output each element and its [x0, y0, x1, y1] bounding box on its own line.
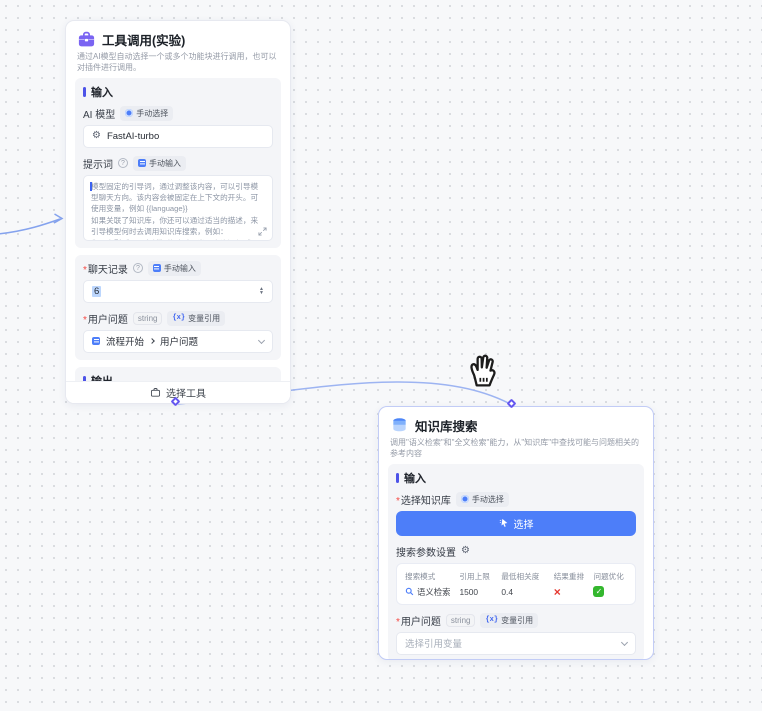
select-kb-label: 选择知识库 — [396, 492, 451, 507]
text-caret — [90, 181, 92, 191]
search-params-value-row: 语义检索 1500 0.4 × ✓ — [405, 586, 627, 598]
kb-user-question-select[interactable]: 选择引用变量 — [396, 631, 636, 655]
incoming-wire — [0, 218, 61, 235]
variable-ref-icon: {x} — [485, 616, 499, 625]
tool-input-section: 输入 AI 模型 手动选择 ⚙ FastAI-turbo 提示词 ? 手动输入 — [75, 77, 281, 248]
ref-source: 流程开始 — [106, 337, 145, 349]
tool-node-header: 工具调用(实验) 通过AI模型自动选择一个或多个功能块进行调用，也可以对插件进行… — [66, 21, 290, 78]
section-accent-bar — [83, 86, 86, 97]
variable-ref-badge[interactable]: {x} 变量引用 — [167, 310, 226, 326]
section-accent-bar — [83, 375, 86, 386]
manual-input-icon — [152, 264, 161, 273]
knowledge-base-icon — [393, 418, 406, 432]
chat-history-value: 6 — [92, 285, 102, 297]
search-params-header-row: 搜索模式 引用上限 最低相关度 结果重排 问题优化 — [405, 569, 627, 586]
kb-node-header: 知识库搜索 调用"语义检索"和"全文检索"能力，从"知识库"中查找可能与问题相关… — [379, 407, 653, 464]
manual-select-icon — [460, 495, 469, 504]
select-kb-mode-badge[interactable]: 手动选择 — [455, 491, 509, 507]
tool-params-section: 聊天记录 ? 手动输入 6 ▲ ▼ 用户问题 string {x} 变量引用 — [75, 254, 281, 360]
input-section-label: 输入 — [91, 86, 113, 99]
toolbox-icon — [78, 31, 95, 47]
optimize-on-checkbox[interactable]: ✓ — [593, 586, 605, 598]
ai-model-label: AI 模型 — [83, 109, 116, 121]
kb-node-subtitle: 调用"语义检索"和"全文检索"能力，从"知识库"中查找可能与问题相关的参考内容 — [390, 438, 640, 458]
manual-input-icon — [138, 159, 146, 168]
chat-history-label: 聊天记录 — [83, 261, 128, 276]
search-params-table: 搜索模式 引用上限 最低相关度 结果重排 问题优化 语义检索 1500 0.4 — [396, 562, 636, 605]
type-badge: string — [132, 311, 163, 325]
col-search-mode: 搜索模式 — [405, 571, 436, 581]
ai-model-value: FastAI-turbo — [106, 130, 160, 142]
select-kb-button[interactable]: 选择 — [396, 510, 636, 536]
kb-user-question-label: 用户问题 — [396, 613, 441, 628]
chevron-right-icon — [149, 338, 155, 344]
help-icon[interactable]: ? — [118, 158, 128, 169]
step-up-icon: ▲ — [259, 286, 264, 293]
chat-history-mode-badge[interactable]: 手动输入 — [147, 260, 201, 276]
settings-gear-icon[interactable]: ⚙ — [461, 545, 470, 557]
step-down-icon: ▼ — [259, 290, 264, 297]
citation-limit-value: 1500 — [459, 586, 479, 597]
toolbox-outline-icon — [150, 388, 161, 397]
search-settings-label: 搜索参数设置 — [396, 547, 456, 559]
tool-node-title: 工具调用(实验) — [102, 34, 186, 48]
section-accent-bar — [396, 472, 399, 483]
col-rerank: 结果重排 — [553, 571, 585, 581]
ai-model-mode-badge[interactable]: 手动选择 — [120, 105, 174, 121]
incoming-wire-arrowhead — [53, 213, 64, 224]
select-placeholder: 选择引用变量 — [405, 639, 463, 651]
search-mode-value: 语义检索 — [405, 586, 459, 598]
expand-icon[interactable] — [258, 227, 267, 236]
chevron-down-icon — [620, 638, 629, 646]
semantic-search-icon — [405, 587, 414, 596]
input-section-label: 输入 — [404, 472, 426, 485]
select-kb-button-label: 选择 — [513, 519, 534, 531]
select-tool-label: 选择工具 — [166, 389, 206, 400]
variable-ref-badge[interactable]: {x} 变量引用 — [480, 612, 539, 628]
prompt-label: 提示词 — [83, 159, 113, 171]
chat-history-number-input[interactable]: 6 ▲ ▼ — [83, 279, 273, 303]
kb-node-title: 知识库搜索 — [415, 420, 478, 434]
user-question-ref-select[interactable]: 流程开始 用户问题 — [83, 329, 273, 353]
manual-select-icon — [125, 109, 134, 118]
flow-start-node-icon — [92, 337, 100, 346]
kb-input-section: 输入 选择知识库 手动选择 选择 搜索参数设置 ⚙ 搜索 — [388, 463, 644, 659]
variable-ref-icon: {x} — [172, 314, 186, 323]
grab-hand-cursor — [470, 354, 496, 387]
col-citation-limit: 引用上限 — [459, 571, 490, 581]
click-cursor-icon — [499, 518, 507, 527]
ref-field: 用户问题 — [160, 337, 199, 349]
tool-call-node[interactable]: 工具调用(实验) 通过AI模型自动选择一个或多个功能块进行调用，也可以对插件进行… — [65, 20, 291, 404]
select-tool-button[interactable]: 选择工具 — [66, 381, 290, 403]
col-min-relevance: 最低相关度 — [501, 571, 540, 581]
model-logo-icon: ⚙ — [92, 130, 101, 142]
type-badge: string — [445, 613, 476, 627]
prompt-text: 模型固定的引导词，通过调整该内容，可以引导模型聊天方向。该内容会被固定在上下文的… — [91, 181, 259, 240]
knowledge-search-node[interactable]: 知识库搜索 调用"语义检索"和"全文检索"能力，从"知识库"中查找可能与问题相关… — [378, 406, 654, 660]
prompt-textarea[interactable]: 模型固定的引导词，通过调整该内容，可以引导模型聊天方向。该内容会被固定在上下文的… — [83, 174, 273, 241]
chevron-down-icon — [257, 336, 266, 344]
ai-model-select[interactable]: ⚙ FastAI-turbo — [83, 124, 273, 148]
prompt-mode-badge[interactable]: 手动输入 — [133, 155, 186, 171]
min-relevance-value: 0.4 — [501, 586, 513, 597]
rerank-off-icon: × — [553, 584, 561, 599]
help-icon[interactable]: ? — [132, 263, 143, 274]
user-question-label: 用户问题 — [83, 311, 128, 326]
number-stepper[interactable]: ▲ ▼ — [259, 286, 264, 297]
tool-node-subtitle: 通过AI模型自动选择一个或多个功能块进行调用，也可以对插件进行调用。 — [77, 52, 277, 72]
col-question-optimize: 问题优化 — [593, 571, 624, 581]
